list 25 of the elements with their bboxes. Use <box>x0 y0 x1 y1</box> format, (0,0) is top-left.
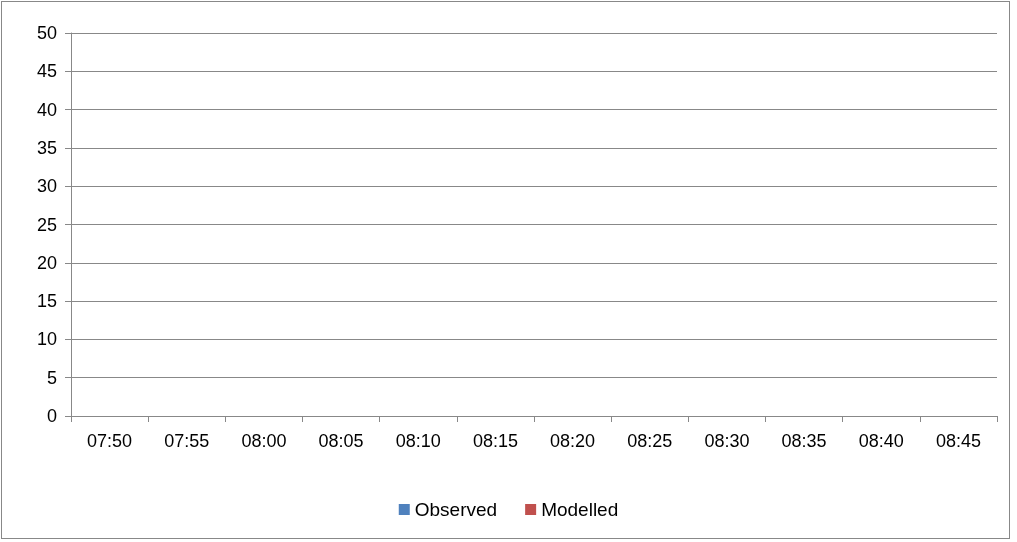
y-tick-label: 50 <box>36 23 57 43</box>
x-tick-label: 08:20 <box>550 431 596 451</box>
x-tick-label: 08:15 <box>472 431 518 451</box>
y-tick-label: 40 <box>36 99 57 120</box>
x-tick-label: 08:10 <box>395 431 441 451</box>
y-tick-label: 30 <box>36 176 57 197</box>
y-tick-label: 45 <box>36 61 57 82</box>
y-tick-label: 15 <box>36 291 57 312</box>
y-tick-label: 25 <box>36 214 57 235</box>
x-tick-label: 08:40 <box>858 431 904 451</box>
x-tick-label: 08:05 <box>318 431 364 451</box>
legend-label: Modelled <box>541 499 619 520</box>
y-tick-label: 5 <box>46 367 57 388</box>
legend-label: Observed <box>414 499 498 520</box>
x-tick-label: 08:35 <box>781 431 827 451</box>
x-tick-label: 07:55 <box>164 431 210 451</box>
x-tick-label: 08:00 <box>241 431 287 451</box>
x-tick-label: 07:50 <box>87 431 133 451</box>
y-tick-label: 0 <box>46 406 57 426</box>
y-tick-label: 20 <box>36 252 57 273</box>
y-tick-label: 10 <box>36 329 57 350</box>
x-tick-label: 08:45 <box>935 431 981 451</box>
y-tick-label: 35 <box>36 137 57 158</box>
x-tick-label: 08:30 <box>704 431 750 451</box>
x-tick-label: 08:25 <box>627 431 673 451</box>
